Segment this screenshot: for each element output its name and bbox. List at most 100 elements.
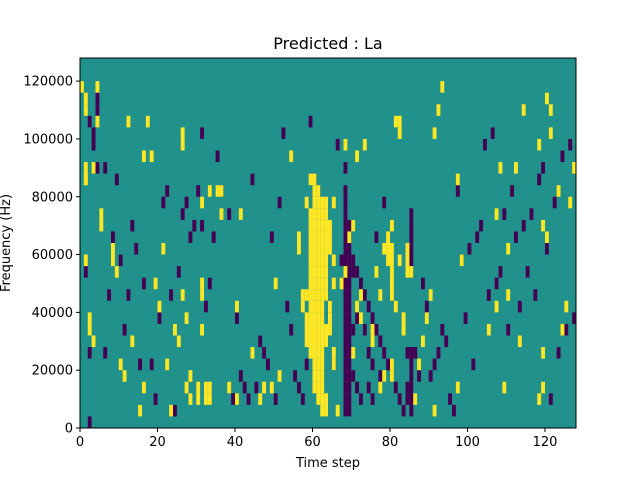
heatmap-cell-low bbox=[397, 393, 402, 405]
heatmap-cell-low bbox=[347, 266, 352, 278]
heatmap-cell-low bbox=[359, 277, 363, 290]
heatmap-cell-high bbox=[440, 81, 445, 93]
heatmap-cell-low bbox=[87, 115, 92, 128]
heatmap-cell-low bbox=[188, 231, 193, 243]
heatmap-cell-low bbox=[382, 196, 387, 209]
heatmap-cell-low bbox=[169, 289, 174, 301]
heatmap-cell-low bbox=[339, 254, 344, 267]
heatmap-cell-low bbox=[293, 370, 298, 382]
heatmap-cell-low bbox=[417, 370, 422, 382]
heatmap-cell-high bbox=[95, 81, 100, 93]
heatmap-cell-low bbox=[347, 312, 352, 324]
heatmap-cell-low bbox=[343, 323, 348, 336]
heatmap-cell-high bbox=[521, 104, 526, 116]
y-tick-label: 120000 bbox=[23, 75, 73, 90]
heatmap-cell-high bbox=[308, 323, 313, 336]
heatmap-cell-high bbox=[351, 347, 356, 359]
heatmap-cell-high bbox=[401, 323, 406, 336]
heatmap-cell-high bbox=[316, 381, 321, 394]
heatmap-cell-high bbox=[157, 300, 162, 313]
heatmap-cell-low bbox=[413, 347, 418, 359]
y-tick-label: 80000 bbox=[32, 190, 73, 205]
heatmap-cell-high bbox=[320, 300, 325, 313]
heatmap-cell-low bbox=[533, 289, 538, 301]
heatmap-cell-high bbox=[324, 219, 329, 232]
heatmap-cell-high bbox=[355, 150, 360, 163]
heatmap-cell-low bbox=[405, 381, 410, 394]
heatmap-cell-high bbox=[324, 289, 329, 301]
heatmap-cell-high bbox=[316, 289, 321, 301]
heatmap-cell-low bbox=[343, 277, 348, 290]
heatmap-cell-low bbox=[196, 185, 201, 197]
heatmap-cell-high bbox=[316, 312, 321, 324]
heatmap-cell-low bbox=[355, 381, 360, 394]
heatmap-cell-low bbox=[347, 404, 352, 417]
heatmap-cell-low bbox=[300, 393, 305, 405]
plot-area bbox=[79, 57, 577, 429]
heatmap-cell-high bbox=[541, 347, 546, 359]
heatmap-cell-high bbox=[328, 312, 332, 324]
heatmap-cell-high bbox=[304, 196, 309, 209]
heatmap-cell-high bbox=[320, 219, 325, 232]
heatmap-cell-low bbox=[343, 370, 348, 382]
heatmap-cell-high bbox=[316, 370, 321, 382]
chart-title: Predicted : La bbox=[273, 34, 382, 53]
heatmap-cell-high bbox=[312, 289, 317, 301]
heatmap-cell-low bbox=[409, 208, 414, 220]
heatmap-cell-high bbox=[390, 243, 394, 255]
heatmap-cell-low bbox=[378, 370, 383, 382]
heatmap-cell-low bbox=[285, 300, 290, 313]
heatmap-cell-low bbox=[91, 127, 96, 139]
heatmap-cell-high bbox=[312, 185, 317, 197]
heatmap-cell-low bbox=[494, 277, 499, 290]
heatmap-cell-low bbox=[409, 381, 414, 394]
heatmap-cell-low bbox=[297, 381, 301, 394]
heatmap-cell-low bbox=[103, 162, 108, 174]
heatmap-cell-high bbox=[374, 266, 379, 278]
heatmap-cell-low bbox=[343, 254, 348, 267]
heatmap-cell-low bbox=[262, 347, 267, 359]
heatmap-cell-high bbox=[494, 208, 499, 220]
heatmap-cell-low bbox=[304, 358, 309, 371]
heatmap-cell-low bbox=[238, 370, 243, 382]
heatmap-cell-high bbox=[304, 312, 309, 324]
heatmap-cell-high bbox=[91, 335, 96, 348]
heatmap-cell-high bbox=[83, 173, 88, 186]
heatmap-cell-high bbox=[324, 208, 329, 220]
heatmap-cell-high bbox=[564, 300, 569, 313]
heatmap-cell-low bbox=[87, 416, 92, 428]
heatmap-cell-high bbox=[114, 266, 119, 278]
heatmap-cell-high bbox=[312, 219, 317, 232]
heatmap-cell-high bbox=[180, 138, 185, 151]
heatmap-cell-high bbox=[459, 254, 464, 267]
heatmap-cell-high bbox=[269, 381, 274, 394]
heatmap-cell-low bbox=[204, 300, 208, 313]
heatmap-cell-high bbox=[316, 243, 321, 255]
heatmap-cell-low bbox=[347, 323, 352, 336]
heatmap-cell-high bbox=[347, 231, 352, 243]
heatmap-cell-high bbox=[188, 393, 193, 405]
y-tick-label: 60000 bbox=[32, 248, 73, 263]
heatmap-cell-high bbox=[320, 277, 325, 290]
heatmap-cell-high bbox=[316, 347, 321, 359]
heatmap-cell-high bbox=[91, 162, 96, 174]
heatmap-cell-high bbox=[556, 185, 561, 197]
heatmap-cell-high bbox=[343, 138, 348, 151]
heatmap-cell-low bbox=[498, 266, 503, 278]
heatmap-cell-low bbox=[401, 404, 406, 417]
heatmap-cell-high bbox=[320, 404, 325, 417]
heatmap-cell-low bbox=[114, 173, 119, 186]
heatmap-cell-high bbox=[514, 162, 518, 174]
heatmap-cell-high bbox=[320, 231, 325, 243]
heatmap-cell-high bbox=[320, 243, 325, 255]
heatmap-cell-low bbox=[266, 358, 270, 371]
heatmap-cell-high bbox=[196, 381, 201, 394]
heatmap-cell-high bbox=[83, 254, 88, 267]
heatmap-cell-high bbox=[432, 404, 437, 417]
heatmap-cell-low bbox=[362, 323, 367, 336]
heatmap-cell-high bbox=[180, 127, 185, 139]
heatmap-cell-high bbox=[359, 312, 363, 324]
heatmap-cell-high bbox=[238, 208, 243, 220]
heatmap-cell-low bbox=[525, 266, 530, 278]
